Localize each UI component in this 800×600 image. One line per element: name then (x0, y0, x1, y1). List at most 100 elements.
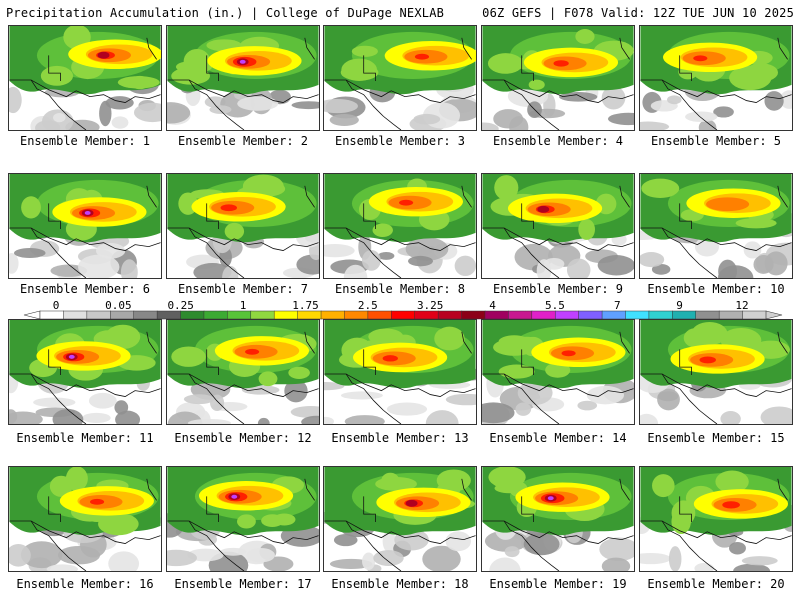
colorbar-swatch (203, 310, 228, 320)
ensemble-panel (8, 25, 162, 131)
precip-map (482, 174, 634, 278)
colorbar-swatch (250, 310, 275, 320)
ensemble-member-label: Ensemble Member: 11 (16, 431, 154, 445)
precip-map (324, 26, 476, 130)
ensemble-member-label: Ensemble Member: 15 (647, 431, 785, 445)
ensemble-panel (639, 466, 793, 572)
precip-colorbar: 0 0.05 0.25 1 1.75 2.5 3.25 4 5.5 7 9 12 (20, 299, 786, 334)
ensemble-member-label: Ensemble Member: 4 (492, 134, 624, 148)
colorbar-tick-label: 1.75 (292, 299, 319, 312)
ensemble-panel (481, 466, 635, 572)
precip-map (9, 174, 161, 278)
ensemble-panel (8, 466, 162, 572)
ensemble-member-label: Ensemble Member: 20 (647, 577, 785, 591)
colorbar-tick-label: 1 (240, 299, 247, 312)
ensemble-member-label: Ensemble Member: 7 (177, 282, 309, 296)
colorbar-swatch (648, 310, 673, 320)
precip-map (640, 174, 792, 278)
colorbar-right-arrow (765, 310, 783, 320)
ensemble-panel (481, 173, 635, 279)
ensemble-panel (8, 319, 162, 425)
colorbar-tick-label: 7 (614, 299, 621, 312)
ensemble-panel (8, 173, 162, 279)
precip-map (167, 26, 319, 130)
ensemble-panel (323, 25, 477, 131)
ensemble-member-label: Ensemble Member: 8 (334, 282, 466, 296)
precip-map (640, 467, 792, 571)
ensemble-member-label: Ensemble Member: 9 (492, 282, 624, 296)
precip-map (9, 320, 161, 424)
colorbar-tick-label: 0 (53, 299, 60, 312)
precip-map (640, 320, 792, 424)
ensemble-member-label: Ensemble Member: 16 (16, 577, 154, 591)
colorbar-swatch (625, 310, 650, 320)
colorbar-swatch (63, 310, 88, 320)
colorbar-tick-label: 0.25 (167, 299, 194, 312)
colorbar-swatch (484, 310, 509, 320)
colorbar-swatch (414, 310, 439, 320)
ensemble-member-label: Ensemble Member: 12 (174, 431, 312, 445)
header-title: Precipitation Accumulation (in.) | Colle… (6, 6, 445, 20)
colorbar-swatch (672, 310, 697, 320)
ensemble-panel (639, 25, 793, 131)
precip-map (9, 26, 161, 130)
precip-map (167, 320, 319, 424)
colorbar-tick-label: 5.5 (545, 299, 565, 312)
ensemble-panel (166, 466, 320, 572)
colorbar-swatch (156, 310, 182, 320)
ensemble-panel (166, 319, 320, 425)
precip-map (324, 174, 476, 278)
colorbar-swatch (554, 310, 580, 320)
colorbar-swatch (461, 310, 486, 320)
colorbar-swatch (180, 310, 205, 320)
ensemble-member-label: Ensemble Member: 2 (177, 134, 309, 148)
precip-map (167, 174, 319, 278)
colorbar-swatch (531, 310, 556, 320)
ensemble-panel (323, 173, 477, 279)
ensemble-panel (639, 319, 793, 425)
colorbar-swatch (110, 310, 135, 320)
colorbar-tick-label: 0.05 (105, 299, 131, 312)
ensemble-member-label: Ensemble Member: 1 (19, 134, 151, 148)
precip-map (640, 26, 792, 130)
header-run-info: 06Z GEFS | F078 Valid: 12Z TUE JUN 10 20… (482, 6, 794, 20)
ensemble-member-label: Ensemble Member: 14 (489, 431, 627, 445)
colorbar-tick-label: 9 (676, 299, 683, 312)
colorbar-tick-label: 4 (489, 299, 496, 312)
colorbar-swatch (742, 310, 767, 320)
colorbar-tick-label: 3.25 (417, 299, 444, 312)
colorbar-swatch (227, 310, 252, 320)
colorbar-svg: 0 0.05 0.25 1 1.75 2.5 3.25 4 5.5 7 9 12 (23, 299, 783, 320)
colorbar-swatch (344, 310, 369, 320)
precip-map (482, 26, 634, 130)
colorbar-tick-label: 2.5 (358, 299, 378, 312)
colorbar-swatch (39, 310, 64, 320)
ensemble-panel (481, 25, 635, 131)
colorbar-swatch (695, 310, 720, 320)
ensemble-panel (481, 319, 635, 425)
colorbar-swatch (601, 310, 627, 320)
colorbar-swatch (133, 310, 158, 320)
colorbar-tick-label: 12 (735, 299, 748, 312)
colorbar-swatch (367, 310, 392, 320)
colorbar-swatch (320, 310, 345, 320)
colorbar-swatch (391, 310, 416, 320)
ensemble-member-label: Ensemble Member: 17 (174, 577, 312, 591)
precip-map (324, 467, 476, 571)
colorbar-swatch (508, 310, 533, 320)
precip-map (482, 320, 634, 424)
colorbar-swatch (273, 310, 299, 320)
colorbar-swatch (86, 310, 111, 320)
ensemble-panel (639, 173, 793, 279)
precip-map (9, 467, 161, 571)
colorbar-swatch (297, 310, 322, 320)
ensemble-panel (166, 173, 320, 279)
ensemble-panel (323, 466, 477, 572)
colorbar-swatch (718, 310, 744, 320)
ensemble-member-label: Ensemble Member: 13 (331, 431, 469, 445)
ensemble-member-label: Ensemble Member: 19 (489, 577, 627, 591)
precip-map (482, 467, 634, 571)
ensemble-panel (166, 25, 320, 131)
precip-map (324, 320, 476, 424)
ensemble-member-label: Ensemble Member: 10 (647, 282, 785, 296)
